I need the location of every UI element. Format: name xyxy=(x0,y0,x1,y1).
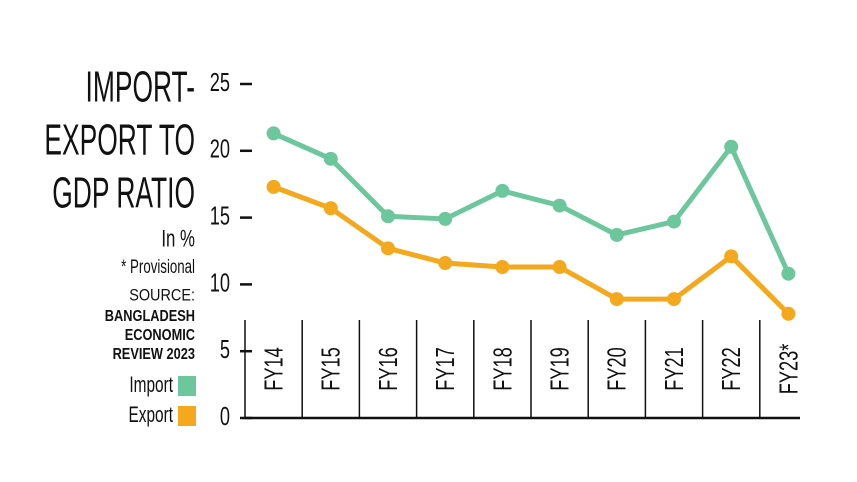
legend-swatch xyxy=(178,376,196,396)
subtitle: In % xyxy=(161,225,195,252)
x-tick-label: FY23* xyxy=(774,344,803,395)
data-point xyxy=(781,306,796,321)
y-tick-label-group: 20 xyxy=(210,134,230,163)
legend-label-group: Export xyxy=(129,403,174,427)
chart-title-group: EXPORT TO xyxy=(44,115,195,165)
source-group: BANGLADESH xyxy=(105,308,195,326)
x-tick-label: FY18 xyxy=(488,347,517,391)
data-point xyxy=(381,241,395,256)
x-tick-label: FY17 xyxy=(431,347,460,391)
y-tick-label: 5 xyxy=(220,335,230,364)
subtitle-group: In % xyxy=(161,225,195,252)
x-tick-label: FY16 xyxy=(374,347,403,391)
note: * Provisional xyxy=(121,257,195,278)
x-tick-group: FY17 xyxy=(431,347,460,391)
data-point xyxy=(266,126,281,141)
x-tick-group: FY18 xyxy=(488,347,517,391)
x-tick-group: FY14 xyxy=(259,347,288,391)
y-tick-label: 10 xyxy=(210,268,230,297)
data-point xyxy=(724,139,739,154)
source: REVIEW 2023 xyxy=(113,346,195,364)
source: BANGLADESH xyxy=(105,308,195,326)
x-tick-label: FY19 xyxy=(545,347,574,391)
x-tick-label: FY22 xyxy=(717,347,746,391)
y-tick-label-group: 0 xyxy=(220,402,230,431)
data-point xyxy=(438,256,453,271)
legend-label: Export xyxy=(129,403,174,427)
x-tick-label: FY15 xyxy=(316,347,345,391)
data-point xyxy=(667,292,681,307)
source: ECONOMIC xyxy=(125,327,196,345)
legend-swatch xyxy=(178,406,196,426)
chart-title-group: GDP RATIO xyxy=(52,168,195,218)
legend-label-group: Import xyxy=(129,373,173,397)
data-point xyxy=(609,227,624,242)
x-tick-group: FY23* xyxy=(774,344,803,395)
data-point xyxy=(438,211,453,226)
chart-title: EXPORT TO xyxy=(44,115,195,165)
x-tick-group: FY20 xyxy=(602,347,631,391)
chart-title: GDP RATIO xyxy=(52,168,195,218)
y-tick-label: 20 xyxy=(210,134,230,163)
x-tick-group: FY21 xyxy=(660,347,689,391)
data-point xyxy=(667,214,681,229)
source-group: ECONOMIC xyxy=(125,327,196,345)
data-point xyxy=(266,179,281,194)
data-point xyxy=(609,292,624,307)
x-tick-label: FY21 xyxy=(660,347,689,391)
x-tick-group: FY19 xyxy=(545,347,574,391)
source-label: SOURCE: xyxy=(129,286,195,304)
y-tick-label-group: 10 xyxy=(210,268,230,297)
y-tick-label-group: 5 xyxy=(220,335,230,364)
data-point xyxy=(781,266,796,281)
source-label-group: SOURCE: xyxy=(129,286,195,304)
data-line xyxy=(272,131,791,275)
y-tick-label: 0 xyxy=(220,402,230,431)
chart-title-group: IMPORT- xyxy=(86,62,195,112)
legend-label: Import xyxy=(129,373,173,397)
y-tick-label: 15 xyxy=(210,201,230,230)
data-point xyxy=(552,260,567,275)
data-line xyxy=(272,184,791,316)
data-point xyxy=(381,209,395,224)
source-group: REVIEW 2023 xyxy=(113,346,195,364)
y-tick-label-group: 15 xyxy=(210,201,230,230)
y-tick-label-group: 25 xyxy=(210,68,230,97)
data-point xyxy=(724,249,739,264)
data-point xyxy=(323,151,338,166)
note-group: * Provisional xyxy=(121,257,195,278)
x-tick-group: FY16 xyxy=(374,347,403,391)
chart-title: IMPORT- xyxy=(86,62,195,112)
data-point xyxy=(495,183,510,198)
data-point xyxy=(323,201,338,216)
x-tick-group: FY22 xyxy=(717,347,746,391)
x-tick-label: FY14 xyxy=(259,347,288,391)
data-point xyxy=(552,198,567,213)
data-point xyxy=(495,260,510,275)
y-tick-label: 25 xyxy=(210,68,230,97)
x-tick-label: FY20 xyxy=(602,347,631,391)
x-tick-group: FY15 xyxy=(316,347,345,391)
